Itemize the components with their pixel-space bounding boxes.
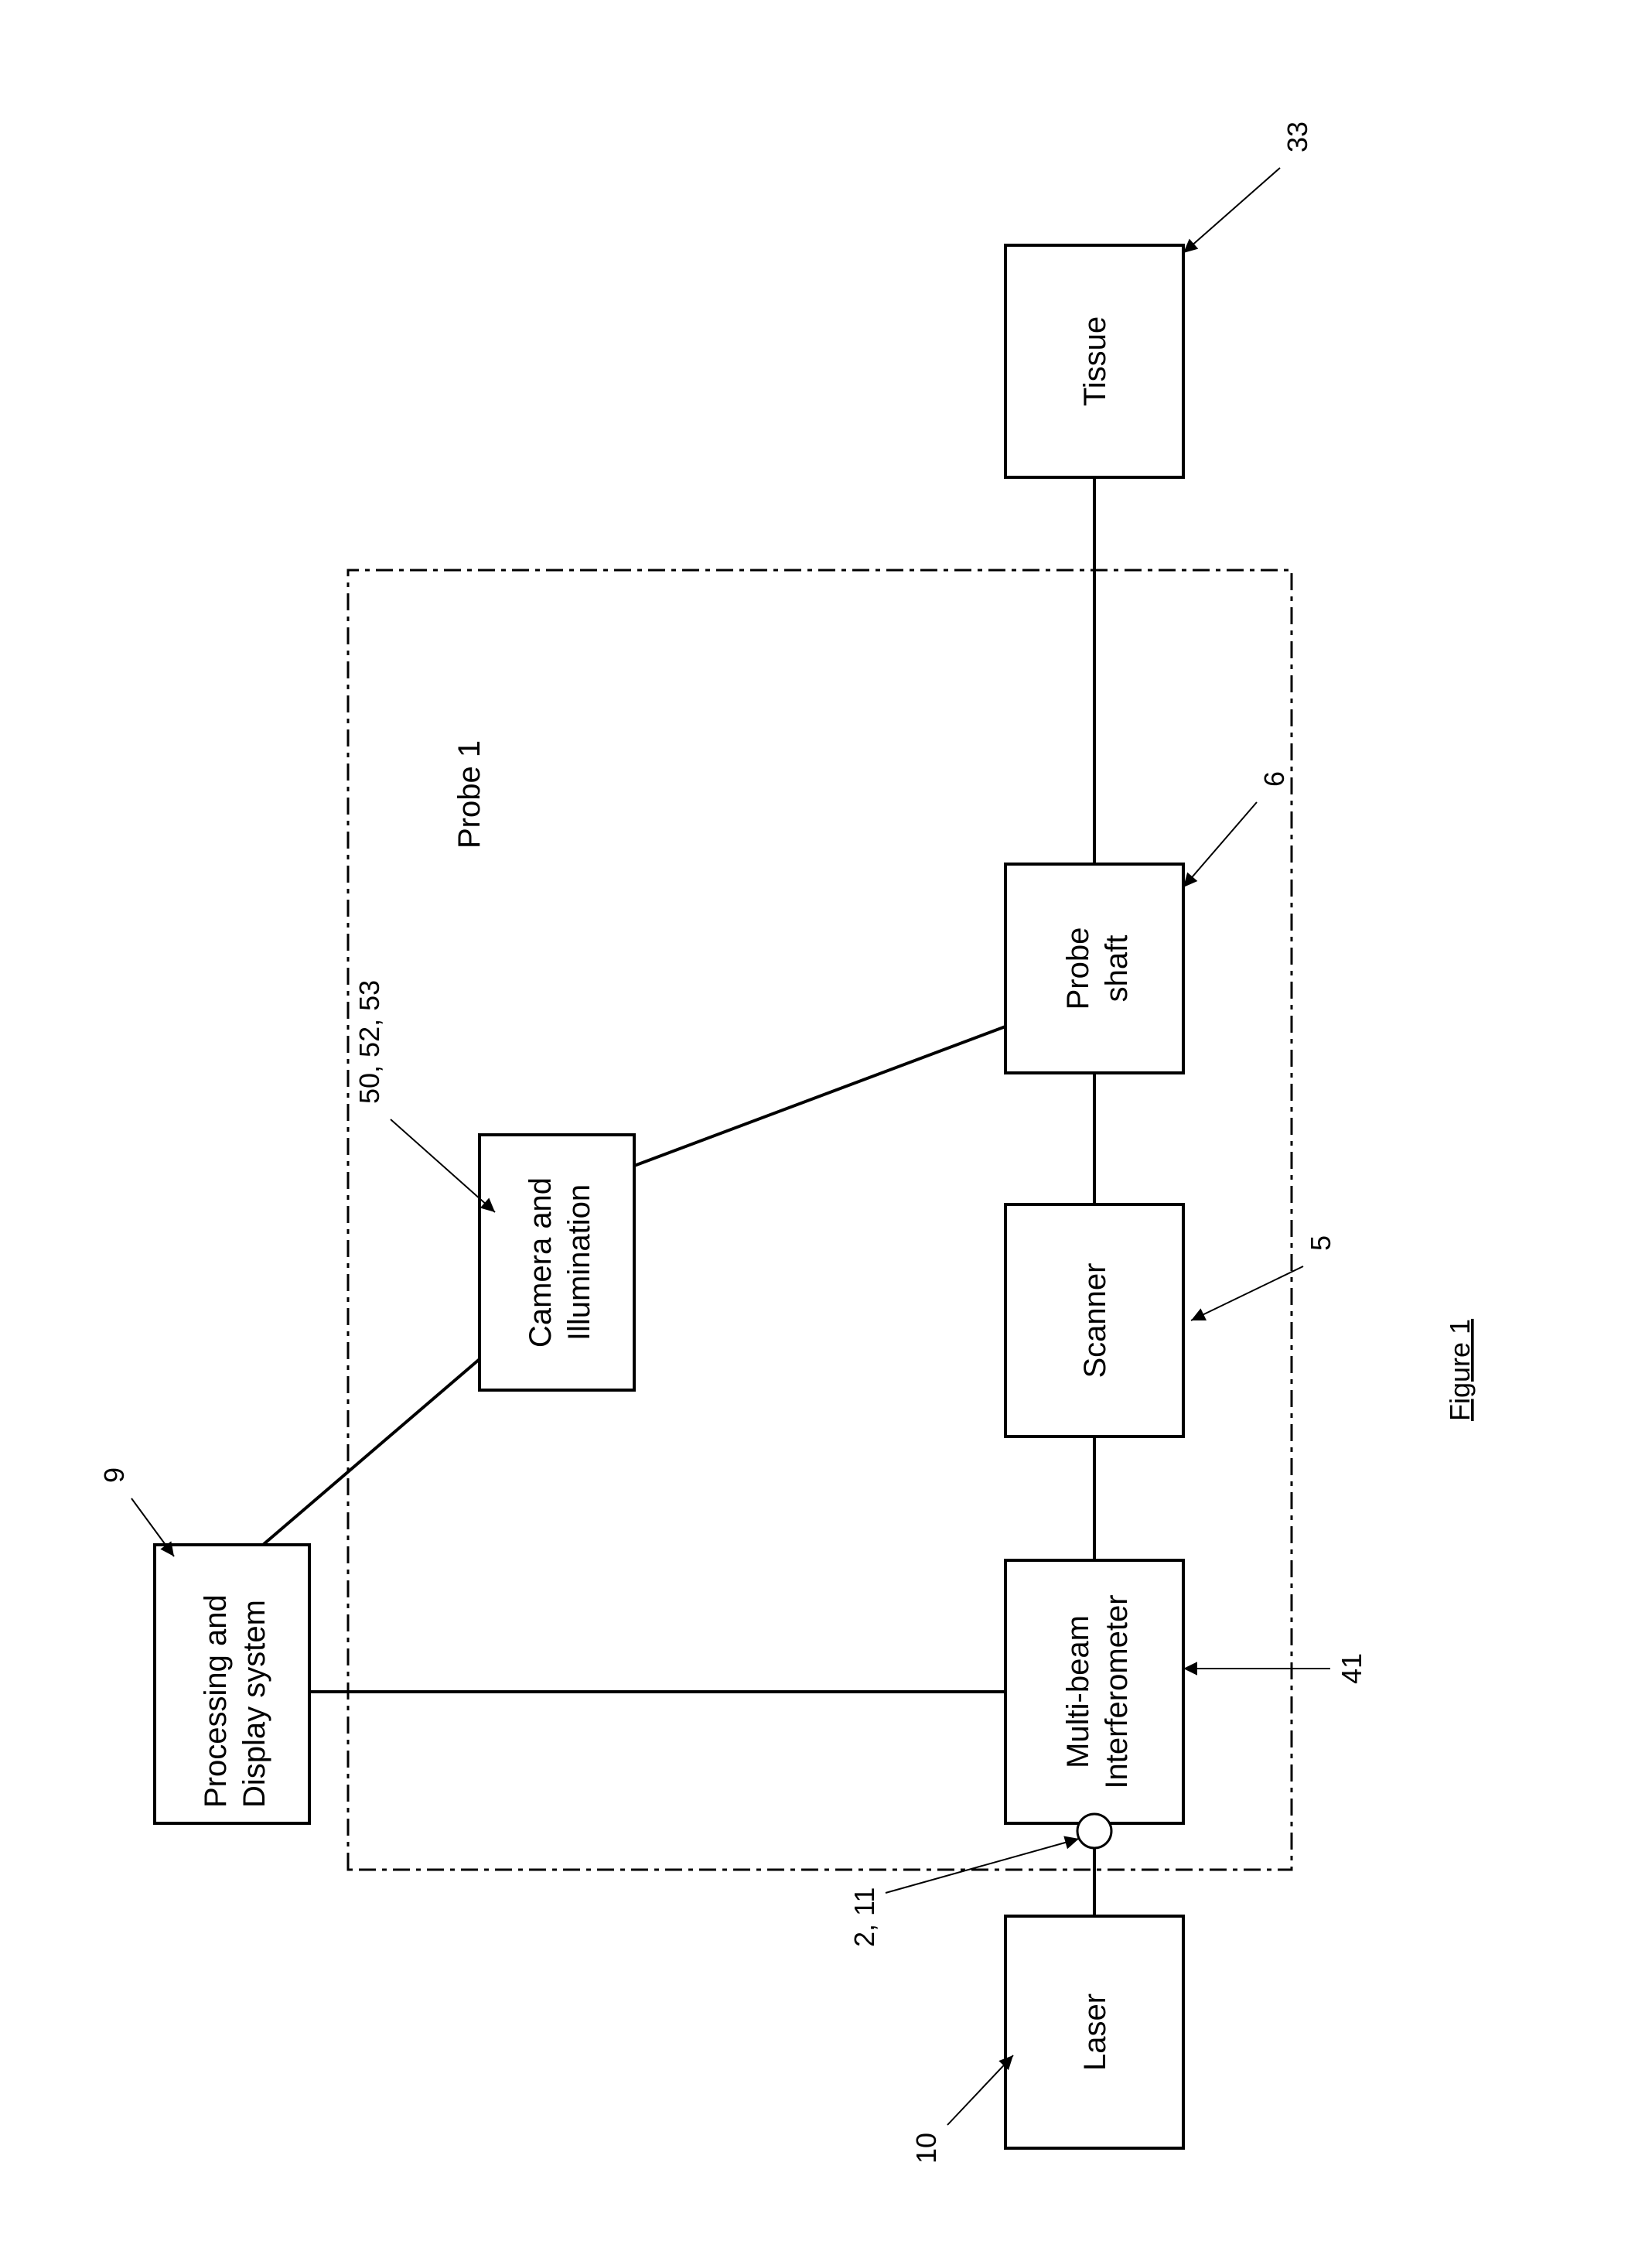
conn-proc-camera bbox=[263, 1359, 480, 1545]
camera-label-2: Illumination bbox=[562, 1184, 596, 1341]
camera-label-1: Camera and bbox=[524, 1177, 558, 1348]
ref-r33: 33 bbox=[1282, 121, 1313, 152]
ref-r41: 41 bbox=[1336, 1653, 1367, 1684]
leader-line bbox=[1183, 802, 1257, 887]
leader-line bbox=[947, 2055, 1013, 2125]
ref-r6: 6 bbox=[1258, 771, 1290, 787]
probe-label: Probe 1 bbox=[452, 740, 486, 849]
laser-label: Laser bbox=[1078, 1993, 1112, 2071]
leader-line bbox=[1183, 168, 1280, 253]
probe-shaft-label-1: Probe bbox=[1061, 927, 1095, 1010]
processing-label-1: Processing and bbox=[199, 1594, 233, 1808]
processing-label-2: Display system bbox=[237, 1600, 271, 1808]
leader-line bbox=[1191, 1266, 1303, 1320]
ref-r5: 5 bbox=[1305, 1235, 1336, 1251]
figure-caption: Figure 1 bbox=[1444, 1319, 1476, 1421]
tissue-label: Tissue bbox=[1078, 316, 1112, 406]
leader-line bbox=[886, 1839, 1079, 1893]
ref-r5053: 50, 52, 53 bbox=[353, 980, 385, 1104]
ref-r10: 10 bbox=[910, 2133, 942, 2164]
ref-r9: 9 bbox=[98, 1467, 130, 1483]
interferometer-label-1: Multi-beam bbox=[1061, 1615, 1095, 1768]
ref-r211: 2, 11 bbox=[848, 1887, 880, 1947]
fiber-connector bbox=[1077, 1814, 1111, 1848]
scanner-label: Scanner bbox=[1078, 1263, 1112, 1378]
probe-shaft-label-2: shaft bbox=[1100, 935, 1134, 1003]
interferometer-label-2: Interferometer bbox=[1100, 1594, 1134, 1788]
conn-camera-shaft bbox=[634, 1027, 1005, 1166]
